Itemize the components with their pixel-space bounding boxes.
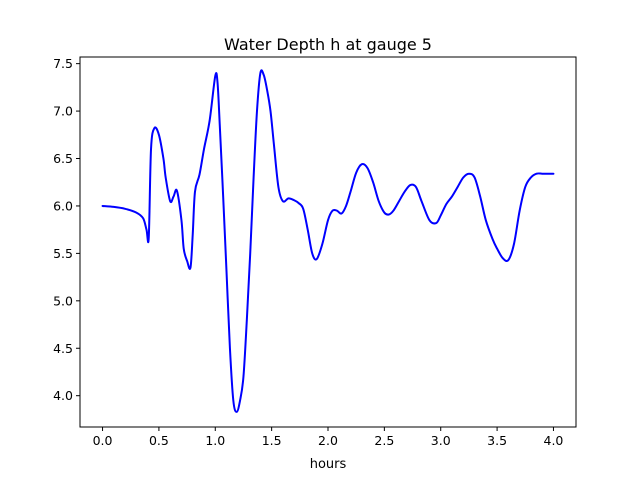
y-tick-label: 4.5 bbox=[53, 341, 73, 356]
y-tick-label: 4.0 bbox=[53, 388, 73, 403]
x-tick-label: 2.5 bbox=[374, 433, 394, 448]
x-tick-label: 0.5 bbox=[149, 433, 169, 448]
y-tick-label: 6.0 bbox=[53, 198, 73, 213]
y-tick-label: 5.0 bbox=[53, 293, 73, 308]
series-line bbox=[101, 69, 555, 413]
x-tick-label: 2.0 bbox=[318, 433, 338, 448]
chart-title: Water Depth h at gauge 5 bbox=[224, 35, 432, 54]
y-tick-label: 5.5 bbox=[53, 246, 73, 261]
x-tick-label: 1.5 bbox=[262, 433, 282, 448]
plot-area bbox=[101, 69, 555, 413]
x-tick-label: 1.0 bbox=[205, 433, 225, 448]
y-tick-label: 7.0 bbox=[53, 104, 73, 119]
y-tick-label: 7.5 bbox=[53, 56, 73, 71]
axes-frame bbox=[79, 56, 577, 428]
x-tick-label: 0.0 bbox=[93, 433, 113, 448]
x-axis-label: hours bbox=[310, 457, 347, 472]
y-tick-label: 6.5 bbox=[53, 151, 73, 166]
x-tick-label: 3.0 bbox=[431, 433, 451, 448]
x-tick-label: 3.5 bbox=[487, 433, 507, 448]
x-tick-label: 4.0 bbox=[544, 433, 564, 448]
axis-ticks: 0.0 0.5 1.0 1.5 2.0 2.5 3.0 3.5 4.0 4.0 4.5 5.0 5.5 6… bbox=[53, 56, 563, 448]
